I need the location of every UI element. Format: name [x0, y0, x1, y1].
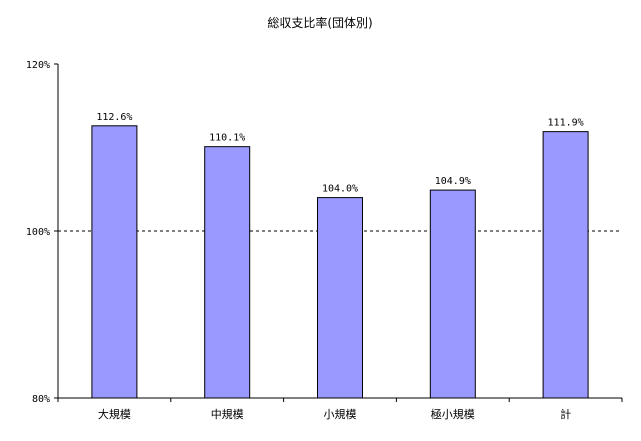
bar-0: [91, 125, 138, 399]
data-label-4: 111.9%: [548, 118, 584, 129]
y-tick-label-0: 80%: [32, 394, 50, 405]
bar-2: [317, 197, 363, 399]
data-label-2: 104.0%: [322, 184, 358, 195]
chart-title: 総収支比率(団体別): [267, 15, 372, 30]
data-label-3: 104.9%: [435, 176, 471, 187]
y-tick-label-1: 100%: [26, 227, 50, 238]
category-label-4: 計: [560, 407, 571, 421]
y-tick-label-2: 120%: [26, 60, 50, 71]
category-label-3: 極小規模: [431, 407, 475, 421]
category-label-0: 大規模: [98, 407, 131, 421]
bar-3: [429, 189, 476, 399]
bar-1: [204, 146, 251, 399]
category-label-1: 中規模: [211, 407, 244, 421]
category-label-2: 小規模: [324, 407, 357, 421]
data-label-1: 110.1%: [209, 133, 245, 144]
bar-4: [542, 131, 589, 399]
data-label-0: 112.6%: [96, 112, 132, 123]
plot-area: 112.6% 大規模 110.1% 中規模 104.0% 小規模 104.9% 極小規模 111…: [26, 60, 623, 421]
